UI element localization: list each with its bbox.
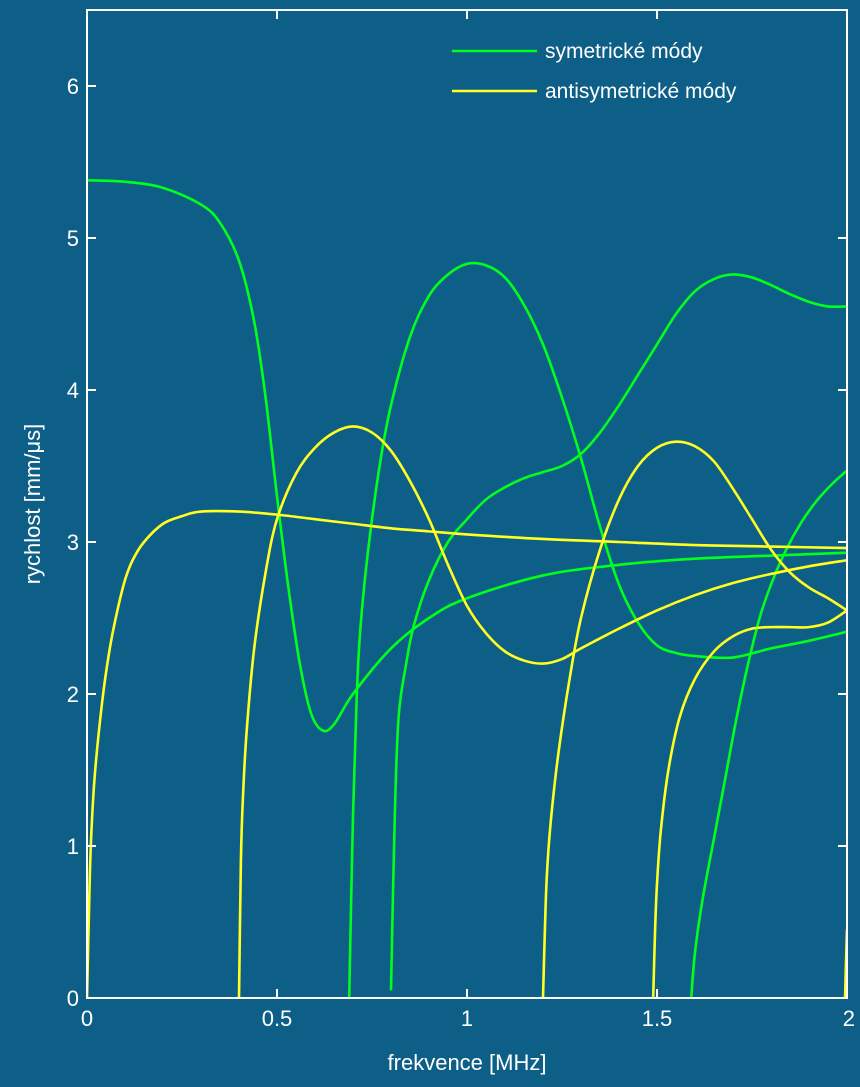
series-line-7	[541, 440, 847, 998]
y-tick-label: 3	[67, 530, 79, 555]
series-line-5	[87, 509, 847, 998]
y-axis-label: rychlost [mm/μs]	[20, 424, 45, 585]
x-tick-label: 0.5	[262, 1006, 293, 1031]
ticks-layer: 0 0.5 1 1.5 2 0 1 2 3 4 5 6	[67, 10, 855, 1031]
legend-label-symmetric: symetrické módy	[545, 40, 703, 63]
x-tick-label: 1	[461, 1006, 473, 1031]
series-line-2	[347, 261, 847, 998]
series-line-6	[237, 425, 847, 998]
y-tick-label: 1	[67, 834, 79, 859]
series-line-8	[651, 609, 847, 998]
series-line-3	[389, 273, 847, 991]
y-tick-label: 4	[67, 378, 79, 403]
series-layer	[87, 178, 847, 998]
series-line-4	[689, 469, 847, 998]
x-tick-label: 1.5	[642, 1006, 673, 1031]
series-line-1	[87, 178, 847, 733]
legend-box	[438, 28, 846, 112]
legend: symetrické módy antisymetrické módy	[438, 28, 846, 112]
plot-frame	[86, 9, 848, 999]
x-tick-label: 2	[843, 1006, 855, 1031]
y-tick-label: 0	[67, 986, 79, 1011]
y-tick-label: 5	[67, 226, 79, 251]
x-tick-label: 0	[81, 1006, 93, 1031]
x-axis-label: frekvence [MHz]	[388, 1050, 547, 1075]
y-tick-label: 6	[67, 74, 79, 99]
legend-label-antisymmetric: antisymetrické módy	[545, 80, 737, 103]
y-tick-label: 2	[67, 682, 79, 707]
